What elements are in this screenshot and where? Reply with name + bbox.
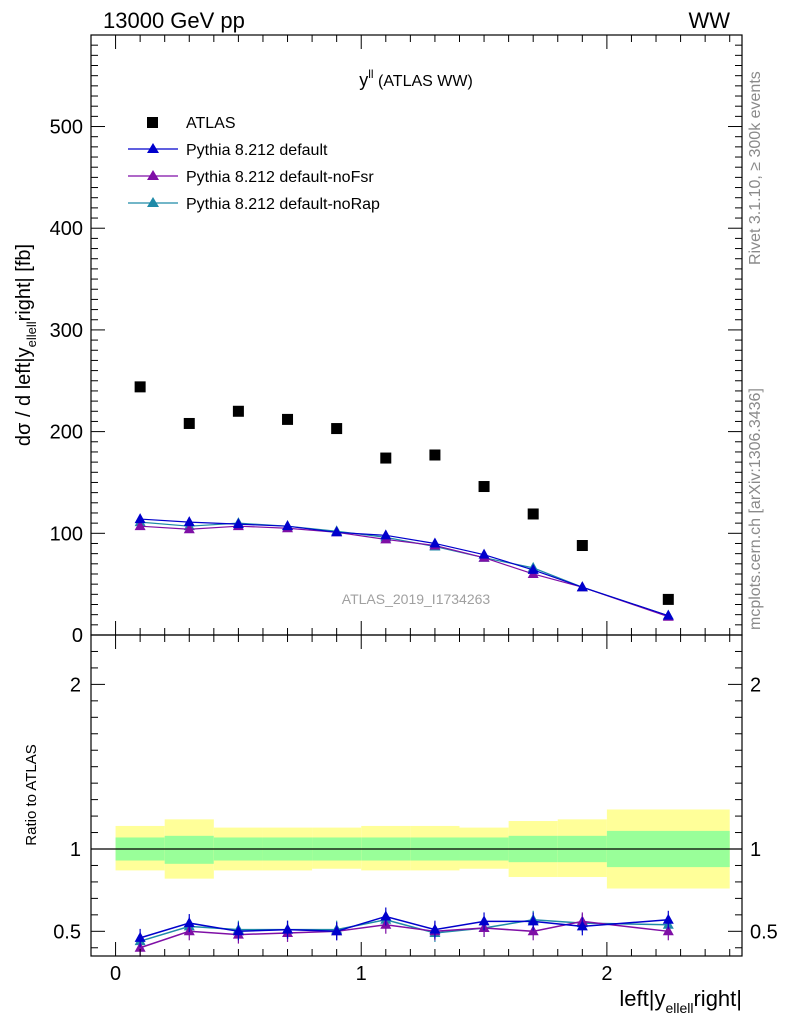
ratio-series-marker-0 <box>232 925 244 936</box>
legend-marker-nofsr <box>147 170 159 180</box>
ratio-series-marker-0 <box>331 925 343 936</box>
ratio-series-marker-0 <box>576 920 588 931</box>
ratio-y-tick-label-right: 2 <box>750 674 761 696</box>
y-tick-label: 500 <box>50 117 83 139</box>
ratio-panel: 0.5 0.5 1 1 2 2 0 1 2 Ratio to ATLAS left|yellel… <box>23 634 778 1016</box>
main-plot-marks <box>134 381 674 621</box>
ratio-series-marker-0 <box>183 917 195 928</box>
x-tick-label: 2 <box>601 963 612 985</box>
legend-entry-nofsr: Pythia 8.212 default-noFsr <box>128 169 374 186</box>
atlas-data-point <box>662 593 674 605</box>
series-marker-2 <box>183 523 195 534</box>
legend-entry-norap: Pythia 8.212 default-noRap <box>128 196 380 213</box>
atlas-data-point <box>380 452 392 464</box>
atlas-data-point <box>576 540 588 552</box>
series-marker-1 <box>232 518 244 529</box>
legend-label-nofsr: Pythia 8.212 default-noFsr <box>186 169 374 186</box>
x-tick-label: 0 <box>110 963 121 985</box>
atlas-data-point <box>232 405 244 417</box>
y-tick-label: 0 <box>72 625 83 647</box>
ratio-y-tick-label-left: 2 <box>70 674 81 696</box>
analysis-watermark: ATLAS_2019_I1734263 <box>342 591 491 607</box>
legend-marker-atlas <box>147 117 158 128</box>
series-marker-1 <box>478 548 490 559</box>
ratio-series-marker-0 <box>380 910 392 921</box>
ratio-y-tick-label-right: 0.5 <box>750 921 778 943</box>
y-tick-label: 200 <box>50 422 83 444</box>
ratio-series-marker-1 <box>662 925 674 936</box>
ratio-y-tick-label-left: 1 <box>70 839 81 861</box>
y-tick-label: 400 <box>50 218 83 240</box>
legend-marker-default <box>147 143 159 153</box>
ratio-y-tick-label-left: 0.5 <box>53 921 81 943</box>
ratio-series-line-2 <box>139 919 669 942</box>
ratio-series-marker-0 <box>134 931 146 942</box>
ratio-plot-marks <box>91 809 742 957</box>
series-marker-1 <box>380 529 392 540</box>
legend-marker-norap <box>147 197 159 207</box>
main-axis-ticks: 0 100 200 300 400 500 <box>50 35 742 647</box>
legend: ATLAS Pythia 8.212 default Pythia 8.212 … <box>128 115 380 213</box>
atlas-data-point <box>134 381 146 393</box>
atlas-data-point <box>527 508 539 520</box>
atlas-data-point <box>429 449 441 461</box>
rivet-version-label: Rivet 3.1.10, ≥ 300k events <box>747 71 764 265</box>
x-axis-label: left|yellellright| <box>619 986 742 1016</box>
main-y-axis-label: dσ / d left|yellellright| [fb] <box>13 244 39 446</box>
y-tick-label: 100 <box>50 523 83 545</box>
series-marker-1 <box>331 526 343 537</box>
ratio-axis-ticks: 0.5 0.5 1 1 2 2 0 1 2 <box>53 635 778 985</box>
ratio-plot-frame <box>90 634 743 957</box>
legend-label-default: Pythia 8.212 default <box>186 142 328 159</box>
mcplots-source-label: mcplots.cern.ch [arXiv:1306.3436] <box>747 388 764 630</box>
ratio-y-axis-label: Ratio to ATLAS <box>23 744 40 845</box>
ratio-series-marker-0 <box>662 913 674 924</box>
main-panel: 0 100 200 300 400 500 yll (ATLAS WW) ATLAS_20… <box>13 34 743 647</box>
legend-entry-atlas: ATLAS <box>147 115 236 132</box>
atlas-data-point <box>183 417 195 429</box>
header-energy-label: 13000 GeV pp <box>103 8 245 33</box>
ratio-series-marker-0 <box>282 923 294 934</box>
series-marker-1 <box>282 520 294 531</box>
series-marker-1 <box>183 516 195 527</box>
header-process-label: WW <box>688 8 730 33</box>
ratio-series-marker-0 <box>527 915 539 926</box>
atlas-data-point <box>331 423 343 435</box>
ratio-series-marker-0 <box>478 915 490 926</box>
legend-label-norap: Pythia 8.212 default-noRap <box>186 196 380 213</box>
ratio-series-marker-0 <box>429 923 441 934</box>
legend-label-atlas: ATLAS <box>186 115 236 132</box>
plot-title: yll (ATLAS WW) <box>359 67 473 90</box>
atlas-data-point <box>282 413 294 425</box>
series-marker-1 <box>527 563 539 574</box>
x-tick-label: 1 <box>356 963 367 985</box>
y-tick-label: 300 <box>50 320 83 342</box>
series-marker-1 <box>662 609 674 620</box>
uncertainty-band-inner <box>164 835 214 864</box>
ratio-y-tick-label-right: 1 <box>750 839 761 861</box>
series-marker-1 <box>576 581 588 592</box>
atlas-data-point <box>478 481 490 493</box>
series-marker-1 <box>134 513 146 524</box>
series-marker-2 <box>134 520 146 531</box>
series-marker-1 <box>429 537 441 548</box>
legend-entry-default: Pythia 8.212 default <box>128 142 328 159</box>
